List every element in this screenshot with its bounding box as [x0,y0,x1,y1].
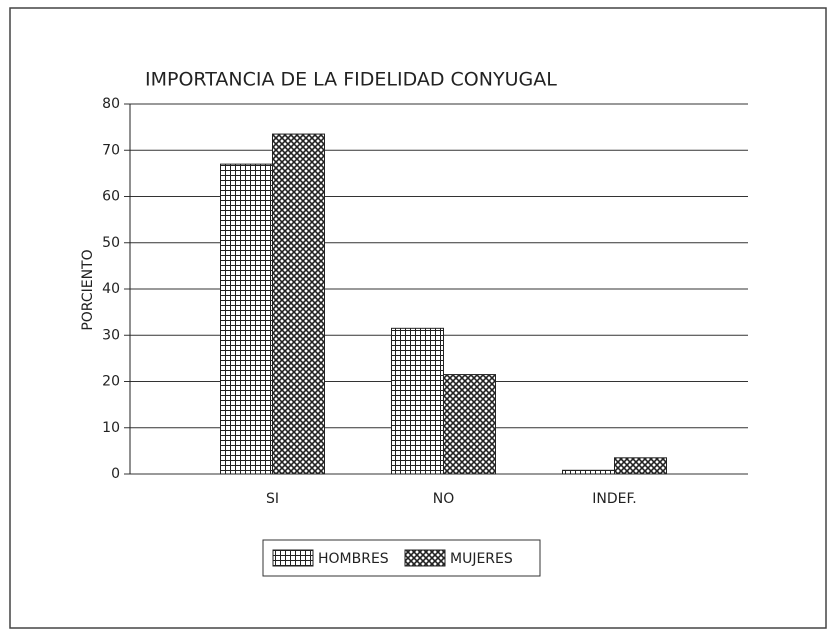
legend-label: MUJERES [450,551,513,567]
y-tick-label: 10 [102,420,120,436]
bar [443,374,496,475]
legend-label: HOMBRES [318,551,389,567]
bar [614,457,667,475]
legend-swatch [272,549,314,567]
x-tick-label: NO [433,491,455,507]
bar [220,163,273,475]
y-tick-label: 40 [102,281,120,297]
bar [562,469,615,475]
bar [272,133,325,475]
legend-swatch [404,549,446,567]
y-tick-label: 70 [102,142,120,158]
bar [391,327,444,475]
y-tick-label: 20 [102,374,120,390]
chart-title: IMPORTANCIA DE LA FIDELIDAD CONYUGAL [145,69,557,91]
x-tick-label: INDEF. [592,491,636,507]
y-tick-label: 50 [102,235,120,251]
y-tick-label: 80 [102,96,120,112]
y-tick-label: 0 [111,466,120,482]
frame [9,7,827,629]
y-tick-label: 30 [102,327,120,343]
y-axis-label: PORCIENTO [80,249,96,330]
x-tick-label: SI [266,491,279,507]
y-tick-label: 60 [102,189,120,205]
